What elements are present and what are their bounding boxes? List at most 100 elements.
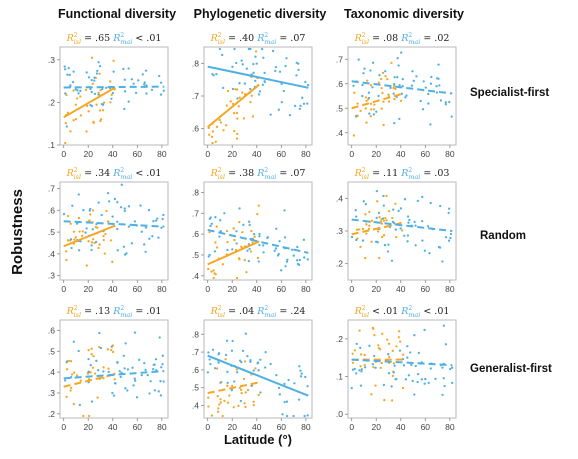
mai-point bbox=[306, 258, 309, 261]
isl-point bbox=[379, 366, 382, 370]
mai-point bbox=[77, 92, 80, 95]
mai-point bbox=[235, 230, 238, 233]
isl-point bbox=[371, 326, 374, 330]
mai-point bbox=[159, 394, 163, 397]
mai-point bbox=[217, 352, 221, 355]
mai-point bbox=[298, 107, 302, 111]
isl-point bbox=[207, 267, 210, 271]
isl-point bbox=[376, 230, 380, 233]
isl-point bbox=[214, 140, 217, 143]
mai-point bbox=[353, 367, 356, 371]
mai-point bbox=[95, 72, 99, 75]
isl-point bbox=[110, 348, 113, 352]
mai-point bbox=[65, 360, 69, 363]
isl-fit-line bbox=[351, 92, 404, 110]
mai-point bbox=[424, 377, 427, 381]
y-tick-label: .7 bbox=[192, 208, 199, 218]
mai-point bbox=[283, 400, 286, 404]
mai-point bbox=[444, 236, 448, 239]
x-tick-label: 40 bbox=[252, 422, 262, 432]
mai-point bbox=[214, 216, 217, 219]
isl-point bbox=[90, 241, 94, 244]
isl-point bbox=[225, 104, 228, 107]
mai-point bbox=[277, 386, 281, 390]
isl-point bbox=[96, 396, 99, 399]
mai-point bbox=[72, 70, 75, 73]
x-tick-label: 20 bbox=[227, 284, 237, 294]
mai-point bbox=[278, 70, 282, 73]
mai-point bbox=[412, 79, 415, 83]
mai-point bbox=[396, 56, 399, 60]
isl-point bbox=[369, 83, 373, 87]
mai-point bbox=[95, 359, 98, 362]
mai-point bbox=[403, 234, 406, 237]
mai-point bbox=[226, 248, 229, 252]
mai-point bbox=[246, 355, 249, 358]
isl-point bbox=[95, 103, 98, 106]
mai-point bbox=[399, 207, 403, 210]
mai-point bbox=[72, 340, 75, 343]
isl-point bbox=[98, 243, 101, 246]
mai-point bbox=[283, 236, 287, 239]
isl-point bbox=[387, 342, 391, 345]
mai-point bbox=[393, 76, 396, 79]
isl-point bbox=[384, 216, 387, 220]
x-tick-label: 80 bbox=[157, 422, 167, 432]
mai-point bbox=[378, 74, 381, 77]
isl-point bbox=[102, 377, 105, 380]
mai-point bbox=[306, 414, 309, 417]
mai-point bbox=[89, 207, 92, 211]
y-tick-label: .7 bbox=[192, 91, 199, 101]
mai-point bbox=[159, 93, 163, 96]
mai-point bbox=[114, 382, 117, 385]
mai-point bbox=[258, 235, 261, 238]
isl-point bbox=[241, 231, 244, 234]
mai-point bbox=[150, 88, 154, 92]
mai-point bbox=[383, 243, 387, 247]
mai-point bbox=[222, 86, 225, 90]
mai-point bbox=[274, 247, 278, 250]
mai-point bbox=[435, 85, 438, 88]
mai-point bbox=[263, 80, 266, 83]
y-tick-label: .1 bbox=[48, 140, 55, 150]
mai-point bbox=[90, 244, 93, 247]
mai-point bbox=[206, 371, 210, 374]
isl-point bbox=[97, 246, 100, 250]
mai-point bbox=[421, 219, 424, 223]
mai-point bbox=[97, 61, 100, 64]
isl-point bbox=[242, 117, 246, 120]
isl-point bbox=[384, 75, 387, 78]
isl-point bbox=[215, 225, 218, 228]
isl-point bbox=[381, 71, 385, 75]
mai-point bbox=[299, 104, 302, 107]
mai-point bbox=[429, 82, 433, 85]
mai-point bbox=[230, 349, 234, 352]
y-tick-label: .0 bbox=[336, 409, 343, 419]
isl-point bbox=[243, 360, 247, 363]
mai-point bbox=[423, 382, 426, 385]
y-tick-label: .6 bbox=[192, 229, 199, 239]
x-tick-label: 0 bbox=[205, 422, 210, 432]
mai-point bbox=[402, 364, 406, 367]
mai-point bbox=[94, 240, 98, 244]
mai-point bbox=[292, 254, 295, 257]
mai-point bbox=[116, 220, 119, 223]
isl-point bbox=[256, 212, 259, 216]
y-tick-label: .7 bbox=[48, 184, 55, 194]
mai-point bbox=[107, 200, 111, 203]
isl-point bbox=[393, 84, 396, 88]
mai-point bbox=[442, 324, 446, 327]
isl-point bbox=[91, 209, 95, 212]
mai-point bbox=[394, 228, 397, 231]
mai-point bbox=[245, 67, 248, 70]
mai-point bbox=[161, 217, 164, 221]
mai-point bbox=[90, 78, 93, 82]
mai-fit-line bbox=[63, 370, 165, 380]
isl-fit-line bbox=[207, 381, 260, 395]
mai-point bbox=[243, 82, 247, 85]
mai-point bbox=[93, 79, 96, 82]
mai-point bbox=[76, 89, 79, 92]
mai-point bbox=[93, 92, 97, 96]
y-tick-label: .2 bbox=[336, 259, 343, 269]
mai-point bbox=[258, 90, 262, 93]
